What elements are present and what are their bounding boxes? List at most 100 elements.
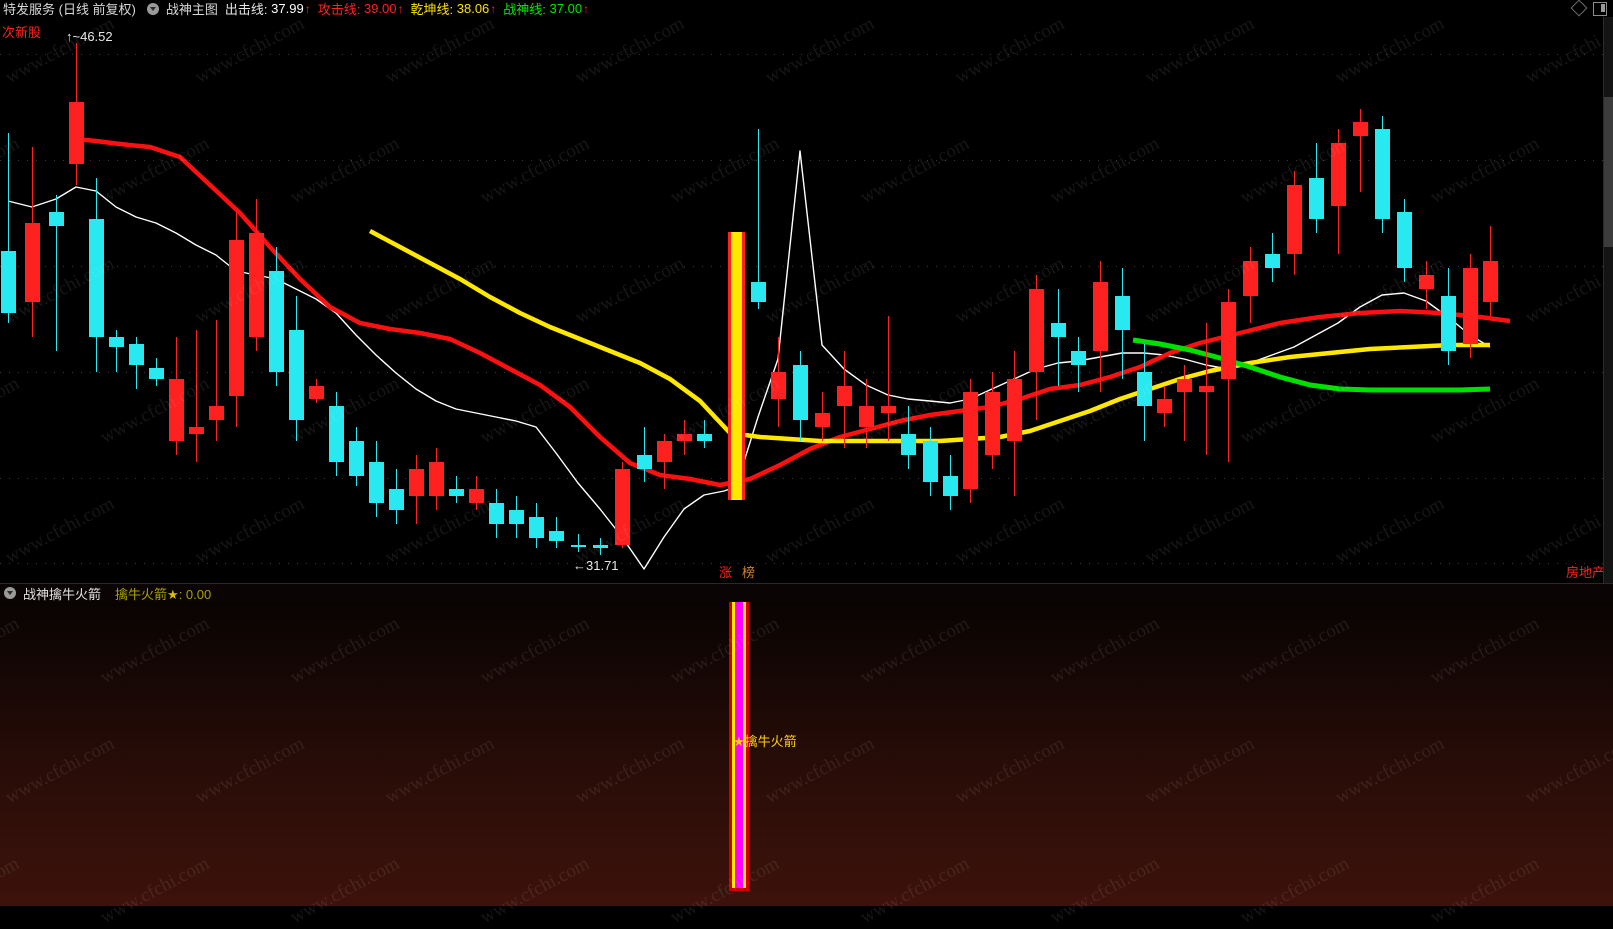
candle-body [1352,122,1368,137]
candle [592,537,608,555]
candle-body [858,406,874,428]
candle [636,427,652,483]
main-panel-scrollbar[interactable] [1603,17,1613,583]
chevron-down-circle-icon[interactable] [146,2,159,15]
candle [268,247,284,386]
candle-body [836,385,852,407]
candle-body [636,454,652,469]
signal-highlight-bar[interactable] [728,232,745,500]
tag-center-rank[interactable]: 榜 [742,565,756,580]
low-marker-icon: ← [573,558,586,573]
field-gongji-arrow-icon: ↑ [397,1,404,16]
field-chuji-value: 37.99 [271,1,304,16]
field-gongji-label: 攻击线: [317,2,361,17]
field-gongji[interactable]: 攻击线: 39.00 ↑ [318,0,404,18]
sub-indicator-name[interactable]: 战神擒牛火箭 [23,586,102,602]
high-price-annotation: ↑~46.52 [66,29,113,44]
candle-body [942,475,958,497]
candle [792,350,808,441]
candle [388,468,404,524]
candle-body [448,489,464,497]
candle [880,316,896,441]
candle-wick [664,434,665,490]
candle [48,195,64,351]
tag-top-left-sector[interactable]: 次新股 [2,25,42,40]
candle-body [328,406,344,462]
candle-body [792,364,808,421]
candle-wick [216,319,217,441]
candle [1220,288,1236,462]
candle [814,392,830,441]
main-price-panel[interactable]: ↑~46.52 ←31.71 次新股 房地产 涨 榜 [0,17,1613,583]
candle [942,454,958,511]
candle-body [592,544,608,549]
candle [208,319,224,441]
candle [328,392,344,476]
candle-wick [888,316,889,441]
candle-body [308,385,324,400]
candle-wick [1058,288,1059,386]
candle-body [408,468,424,497]
low-price-label: 31.71 [586,558,619,573]
candle [570,534,586,552]
candle [128,337,144,389]
gridline-1 [0,160,1613,161]
field-chuji[interactable]: 出击线: 37.99 ↑ [225,0,311,18]
candle-wick [1184,364,1185,441]
candle-body [128,343,144,365]
candle-body [0,250,16,313]
gridline-5 [0,563,1613,564]
candle [1156,385,1172,428]
field-chuji-arrow-icon: ↑ [304,1,311,16]
candle-body [1264,253,1280,268]
candle [168,337,184,455]
candle [528,503,544,549]
window-restore-icon[interactable] [1593,2,1607,16]
chevron-down-circle-icon-sub[interactable] [4,587,16,599]
candle-body [188,427,204,434]
candle-body [228,240,244,396]
candle [770,337,786,428]
candle [1330,129,1346,254]
candle [1374,115,1390,234]
sub-indicator-readout: 擒牛火箭★: 0.00 [115,584,211,603]
diamond-icon[interactable] [1570,0,1588,17]
candle [368,440,384,518]
candle-body [368,461,384,504]
candle-body [1308,177,1324,220]
candle [88,177,104,372]
candle-body [168,378,184,441]
scrollbar-thumb[interactable] [1604,97,1613,247]
ma-line-green [1132,337,1491,393]
candle-body [548,530,564,542]
candle-body [24,222,40,303]
candle [962,378,978,504]
indicator-title[interactable]: 战神主图 [165,2,218,17]
candle [348,427,364,486]
candle-body [1482,260,1498,303]
candle [922,427,938,497]
field-qiankun-value: 38.06 [456,1,490,16]
candle [858,378,874,448]
tag-center-rise[interactable]: 涨 [719,565,733,580]
field-qiankun[interactable]: 乾坤线: 38.06 ↑ [411,0,497,18]
candle-body [48,212,64,227]
candle [548,517,564,549]
candle-wick [578,534,579,552]
sub-signal-bar[interactable] [732,601,746,888]
candle [188,330,204,462]
candle [1114,267,1130,379]
tag-bottom-right-sector[interactable]: 房地产 [1565,565,1605,580]
candle [1286,170,1302,275]
field-zhanshen-label: 战神线: [503,2,546,17]
candle-body [1374,129,1390,220]
candle-body [288,330,304,421]
candle-body [900,433,916,455]
gridline-0 [0,54,1613,55]
field-zhanshen[interactable]: 战神线: 37.00 ↑ [503,0,589,18]
candle-body [1176,378,1192,393]
candle [900,406,916,469]
product-title[interactable]: 特发服务 (日线 前复权) [3,2,136,17]
sub-indicator-panel[interactable]: 战神擒牛火箭 擒牛火箭★: 0.00 ★擒牛火箭 [0,583,1613,906]
candle [0,132,16,324]
